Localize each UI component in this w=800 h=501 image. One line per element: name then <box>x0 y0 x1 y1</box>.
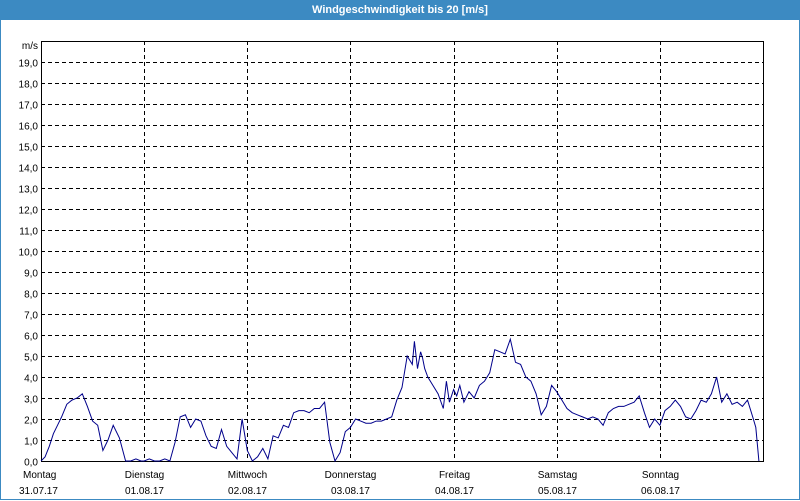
wind-speed-line <box>40 337 760 463</box>
y-tick-label: 0,0 <box>24 458 38 469</box>
y-tick-label: 13,0 <box>19 185 39 196</box>
y-tick-label: 2,0 <box>24 416 38 427</box>
y-tick-label: 6,0 <box>24 332 38 343</box>
x-tick-day-label: Samstag <box>538 470 577 481</box>
x-tick-day-label: Mittwoch <box>228 470 267 481</box>
y-tick-label: 15,0 <box>19 143 39 154</box>
x-tick-date-label: 06.08.17 <box>641 486 680 497</box>
chart-title: Windgeschwindigkeit bis 20 [m/s] <box>1 1 799 20</box>
plot-area-frame <box>41 41 764 462</box>
x-tick-day-label: Freitag <box>439 470 470 481</box>
y-tick-label: 7,0 <box>24 311 38 322</box>
grid <box>41 41 763 461</box>
x-tick-date-label: 04.08.17 <box>435 486 474 497</box>
y-tick-label: 18,0 <box>19 80 39 91</box>
x-tick-date-label: 05.08.17 <box>538 486 577 497</box>
y-tick-label: 1,0 <box>24 437 38 448</box>
x-tick-day-label: Dienstag <box>125 470 164 481</box>
x-tick-date-label: 03.08.17 <box>331 486 370 497</box>
x-tick-date-label: 02.08.17 <box>228 486 267 497</box>
y-tick-label: 8,0 <box>24 290 38 301</box>
y-tick-label: 5,0 <box>24 353 38 364</box>
x-axis-labels: Montag 31.07.17 Dienstag 01.08.17 Mittwoch 02… <box>19 470 680 497</box>
y-tick-label: 11,0 <box>19 227 38 238</box>
y-tick-label: 4,0 <box>24 374 38 385</box>
y-tick-label: 3,0 <box>24 395 38 406</box>
y-tick-label: 17,0 <box>19 101 39 112</box>
y-tick-label: 12,0 <box>19 206 39 217</box>
y-tick-label: 9,0 <box>24 269 38 280</box>
x-tick-date-label: 01.08.17 <box>125 486 164 497</box>
series-layer <box>40 337 760 463</box>
x-tick-day-label: Donnerstag <box>325 470 377 481</box>
x-tick-day-label: Sonntag <box>642 470 679 481</box>
x-tick-day-label: Montag <box>23 470 56 481</box>
y-axis-unit-label: m/s <box>22 41 38 52</box>
y-tick-label: 16,0 <box>19 122 39 133</box>
y-tick-label: 10,0 <box>19 248 39 259</box>
y-tick-label: 14,0 <box>19 164 39 175</box>
x-tick-date-label: 31.07.17 <box>19 486 58 497</box>
y-axis-labels: 0,0 1,0 2,0 3,0 4,0 5,0 6,0 7,0 8,0 9,0 10,0 11,0 12… <box>19 41 39 469</box>
y-tick-label: 19,0 <box>19 59 39 70</box>
